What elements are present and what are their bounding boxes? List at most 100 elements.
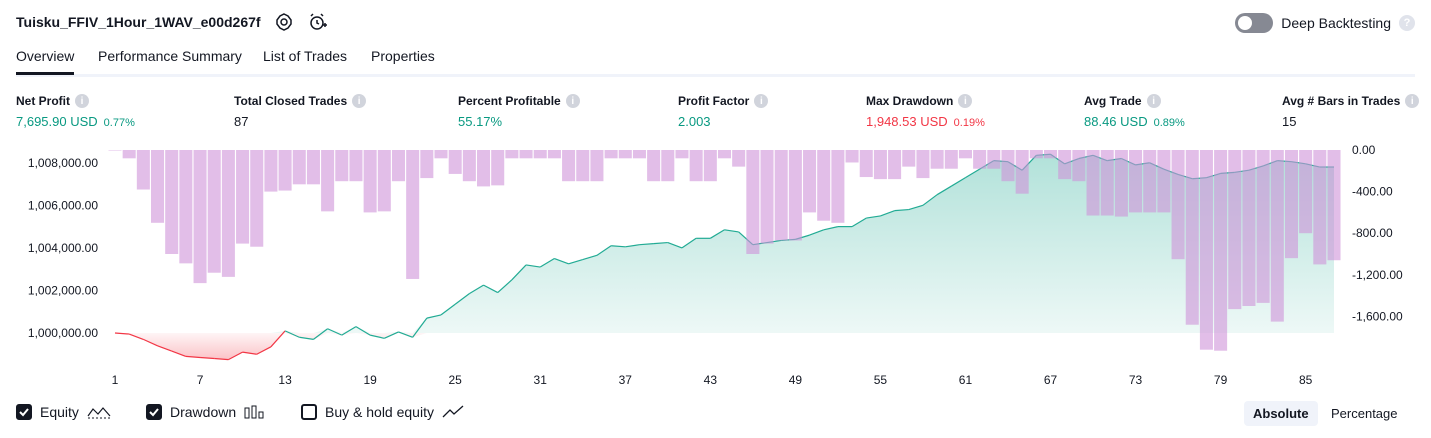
drawdown-bar bbox=[689, 150, 703, 182]
tab-performance-summary[interactable]: Performance Summary bbox=[98, 48, 242, 64]
drawdown-bar bbox=[349, 150, 363, 182]
equity-checkbox[interactable]: Equity bbox=[16, 404, 111, 420]
equity-line-segment bbox=[710, 229, 725, 239]
drawdown-bars-icon bbox=[244, 405, 264, 419]
stat-value: 15 bbox=[1282, 114, 1297, 129]
stat-label: Net Profit bbox=[16, 94, 70, 108]
drawdown-bar bbox=[1001, 150, 1015, 182]
x-axis-tick: 37 bbox=[619, 373, 633, 387]
absolute-button[interactable]: Absolute bbox=[1244, 401, 1318, 426]
right-axis-tick: -800.00 bbox=[1352, 226, 1393, 240]
strategy-title: Tuisku_FFIV_1Hour_1WAV_e00d267f bbox=[16, 14, 261, 30]
add-alert-icon[interactable] bbox=[308, 12, 328, 32]
stat-label: Avg Trade bbox=[1084, 94, 1142, 108]
drawdown-bar bbox=[888, 150, 902, 180]
x-axis-tick: 67 bbox=[1044, 373, 1058, 387]
info-icon[interactable]: i bbox=[1405, 94, 1420, 108]
drawdown-bar bbox=[1171, 150, 1185, 260]
drawdown-bar bbox=[207, 150, 221, 273]
drawdown-bar bbox=[576, 150, 590, 182]
x-axis-tick: 79 bbox=[1214, 373, 1228, 387]
x-axis-tick: 55 bbox=[874, 373, 888, 387]
equity-drawdown-chart[interactable]: 1,008,000.00 1,006,000.00 1,004,000.00 1,00… bbox=[0, 140, 1431, 395]
info-icon[interactable]: i bbox=[352, 94, 367, 108]
equity-line-segment bbox=[596, 245, 612, 256]
equity-line-segment bbox=[327, 328, 343, 336]
equity-line-segment bbox=[880, 210, 895, 217]
drawdown-checkbox[interactable]: Drawdown bbox=[146, 404, 264, 420]
x-axis-tick: 19 bbox=[363, 373, 377, 387]
stat-net-profit: Net Profit i 7,695.90 USD 0.77% bbox=[16, 94, 135, 129]
equity-line-segment bbox=[440, 303, 456, 316]
equity-line-segment bbox=[398, 331, 413, 338]
stat-value: 88.46 USD bbox=[1084, 114, 1148, 129]
drawdown-bar bbox=[902, 150, 916, 167]
equity-line-segment bbox=[426, 314, 442, 319]
settings-icon[interactable] bbox=[274, 12, 294, 32]
info-icon[interactable]: i bbox=[75, 94, 89, 108]
drawdown-check-box[interactable] bbox=[146, 404, 162, 420]
drawdown-bar bbox=[817, 150, 831, 221]
left-axis-tick: 1,008,000.00 bbox=[28, 156, 98, 170]
equity-line-segment bbox=[171, 350, 187, 357]
equity-line-segment bbox=[922, 194, 938, 206]
equity-line-segment bbox=[114, 332, 130, 335]
drawdown-bar bbox=[278, 150, 292, 191]
equity-label: Equity bbox=[40, 404, 79, 420]
buy-hold-checkbox[interactable]: Buy & hold equity bbox=[301, 404, 464, 420]
drawdown-bar bbox=[377, 150, 391, 212]
drawdown-bar bbox=[788, 150, 802, 241]
equity-line-segment bbox=[454, 293, 470, 305]
info-icon[interactable]: i bbox=[1146, 94, 1161, 108]
drawdown-bar bbox=[590, 150, 604, 182]
equity-line-segment bbox=[256, 346, 272, 355]
drawdown-bar bbox=[1313, 150, 1327, 265]
buy-hold-check-box[interactable] bbox=[301, 404, 317, 420]
drawdown-bar bbox=[1100, 150, 1114, 216]
drawdown-bar bbox=[292, 150, 306, 185]
equity-line-segment bbox=[724, 229, 739, 233]
drawdown-bar bbox=[661, 150, 675, 182]
equity-line-segment bbox=[341, 326, 357, 336]
drawdown-bar bbox=[1270, 150, 1284, 322]
buy-hold-label: Buy & hold equity bbox=[325, 404, 434, 420]
drawdown-bar bbox=[1043, 150, 1058, 159]
drawdown-bar bbox=[1157, 150, 1171, 213]
equity-line-segment bbox=[809, 229, 824, 236]
drawdown-bar bbox=[732, 150, 746, 167]
equity-check-box[interactable] bbox=[16, 404, 32, 420]
equity-line-segment bbox=[469, 284, 484, 295]
tab-list-of-trades[interactable]: List of Trades bbox=[263, 48, 348, 64]
drawdown-bar bbox=[717, 150, 732, 159]
drawdown-bar bbox=[873, 150, 887, 180]
drawdown-bar bbox=[406, 150, 420, 279]
stat-avg-bars-in-trades: Avg # Bars in Trades i 15 bbox=[1282, 94, 1420, 129]
info-icon[interactable]: i bbox=[958, 94, 973, 108]
info-icon[interactable]: i bbox=[754, 94, 769, 108]
info-icon[interactable]: i bbox=[565, 94, 580, 108]
percentage-button[interactable]: Percentage bbox=[1331, 406, 1398, 421]
help-icon[interactable]: ? bbox=[1399, 15, 1415, 31]
equity-line-segment bbox=[611, 245, 626, 248]
drawdown-bar bbox=[1242, 150, 1256, 306]
drawdown-bar bbox=[391, 150, 406, 182]
tab-overview[interactable]: Overview bbox=[16, 48, 75, 75]
drawdown-bar bbox=[1072, 150, 1086, 182]
deep-backtesting-toggle[interactable] bbox=[1235, 13, 1274, 33]
drawdown-bar bbox=[448, 150, 462, 174]
drawdown-bar bbox=[944, 150, 958, 169]
stat-profit-factor: Profit Factor i 2.003 bbox=[678, 94, 769, 129]
equity-line-segment bbox=[412, 317, 428, 338]
drawdown-bar bbox=[519, 150, 533, 159]
drawdown-bar bbox=[1327, 150, 1341, 261]
drawdown-bar bbox=[1086, 150, 1100, 216]
tab-properties[interactable]: Properties bbox=[371, 48, 435, 64]
deep-backtesting-label: Deep Backtesting bbox=[1281, 15, 1391, 31]
right-axis-tick: -1,600.00 bbox=[1352, 309, 1403, 323]
drawdown-bar bbox=[562, 150, 576, 182]
equity-area-fill bbox=[115, 154, 1334, 333]
drawdown-bar bbox=[505, 150, 519, 159]
equity-line-segment bbox=[965, 168, 980, 179]
left-axis-tick: 1,000,000.00 bbox=[28, 326, 98, 340]
stat-label: Percent Profitable bbox=[458, 94, 561, 108]
